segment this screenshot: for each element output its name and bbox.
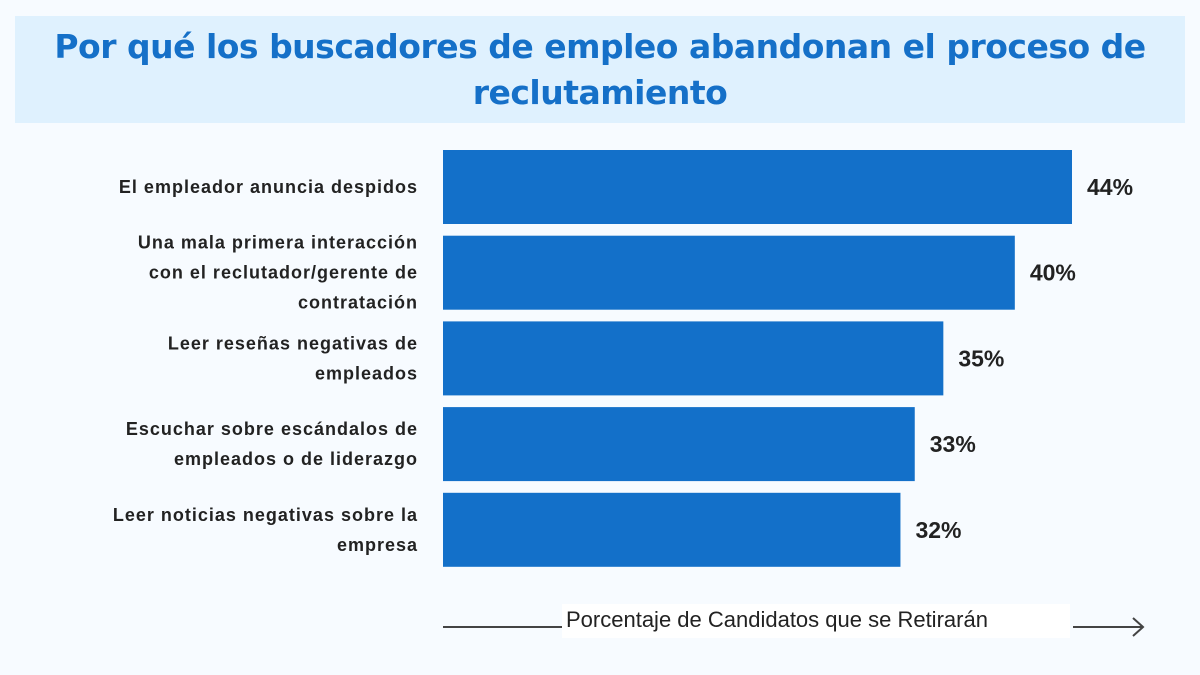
- category-label: empresa: [337, 535, 418, 555]
- bar: [443, 492, 901, 567]
- category-label: Escuchar sobre escándalos de: [126, 419, 418, 439]
- data-label: 35%: [958, 345, 1004, 371]
- bar: [443, 407, 915, 482]
- category-label: Leer reseñas negativas de: [168, 333, 418, 353]
- bar: [443, 150, 1072, 224]
- category-label: empleados: [315, 363, 418, 383]
- category-label: El empleador anuncia despidos: [119, 177, 418, 197]
- data-label: 33%: [930, 431, 976, 457]
- chart-title: Por qué los buscadores de empleo abandon…: [54, 27, 1146, 112]
- data-label: 32%: [915, 517, 961, 543]
- category-label: con el reclutador/gerente de: [149, 263, 418, 283]
- category-label: contratación: [298, 293, 418, 313]
- arrow-right-icon: [1132, 617, 1145, 637]
- category-label: Una mala primera interacción: [138, 233, 418, 253]
- bar: [443, 235, 1015, 310]
- data-label: 44%: [1087, 174, 1133, 200]
- data-label: 40%: [1030, 260, 1076, 286]
- title-band: Por qué los buscadores de empleo abandon…: [15, 16, 1185, 123]
- x-axis-label: Porcentaje de Candidatos que se Retirará…: [566, 607, 988, 632]
- category-label: Leer noticias negativas sobre la: [113, 505, 418, 525]
- category-label: empleados o de liderazgo: [174, 449, 418, 469]
- bar: [443, 321, 944, 396]
